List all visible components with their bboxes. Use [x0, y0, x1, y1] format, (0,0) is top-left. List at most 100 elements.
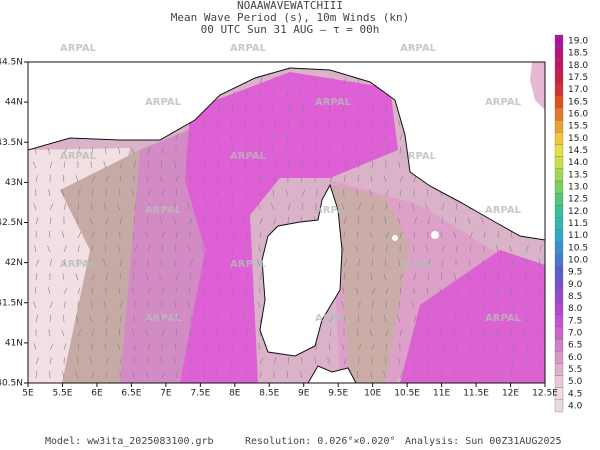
wind-barb	[385, 105, 388, 113]
wind-barb	[397, 315, 401, 323]
wind-barb	[49, 357, 52, 365]
wind-barb	[145, 273, 149, 281]
x-tick-label: 6.5E	[121, 389, 141, 399]
wind-barb	[174, 301, 177, 309]
wind-barb	[216, 175, 219, 183]
wind-barb	[287, 161, 290, 169]
wind-barb	[257, 259, 261, 267]
wind-barb	[467, 217, 471, 225]
wind-barb	[480, 217, 485, 225]
wind-barb	[301, 189, 306, 197]
wind-barb	[161, 147, 164, 155]
wind-barb	[230, 315, 233, 323]
colorbar-cell	[554, 241, 564, 255]
wind-barb	[327, 357, 331, 365]
wind-barb	[469, 245, 472, 253]
island	[392, 235, 398, 241]
watermark: ARPAL	[60, 43, 97, 54]
wind-barb	[33, 343, 37, 351]
wind-barb	[217, 203, 221, 211]
wind-barb	[511, 301, 515, 309]
wind-barb	[189, 315, 193, 323]
wind-barb	[49, 161, 53, 169]
wind-barb	[32, 161, 37, 169]
wind-barb	[201, 245, 205, 253]
wind-barb	[62, 175, 65, 183]
wind-barb	[217, 301, 220, 309]
wind-barb	[118, 287, 121, 295]
wind-barb	[496, 245, 499, 253]
wind-barb	[119, 161, 123, 169]
wind-barb	[385, 245, 388, 253]
wind-barb	[91, 146, 93, 155]
wind-barb	[89, 357, 93, 365]
wind-barb	[244, 301, 247, 309]
map	[28, 62, 545, 383]
wind-barb	[413, 231, 416, 239]
wind-barb	[397, 357, 401, 365]
wind-barb	[63, 147, 68, 155]
wind-barb	[272, 189, 275, 197]
corsica	[259, 183, 343, 357]
wind-barb	[385, 287, 389, 295]
wind-barb	[384, 357, 387, 365]
wind-barb	[483, 329, 486, 337]
wind-barb	[284, 147, 289, 155]
wind-barb	[371, 301, 374, 309]
wind-barb	[158, 273, 163, 281]
wind-barb	[119, 175, 122, 183]
wind-barb	[34, 245, 37, 253]
wind-barb	[342, 287, 345, 295]
colorbar-label: 14.5	[568, 146, 588, 156]
wind-barb	[511, 343, 516, 351]
wind-barb	[215, 329, 219, 337]
watermark: ARPAL	[485, 97, 522, 108]
wind-barb	[341, 203, 345, 211]
colorbar-label: 17.5	[568, 73, 588, 83]
wind-barb	[509, 245, 513, 253]
wind-barb	[301, 105, 304, 113]
wind-barb	[356, 91, 359, 99]
colorbar-cell	[554, 326, 564, 340]
watermark: ARPAL	[145, 97, 182, 108]
wind-barb	[273, 119, 277, 127]
colorbar-label: 8.0	[568, 304, 583, 314]
wind-barb	[399, 231, 403, 239]
wind-barb	[217, 343, 221, 351]
wind-barb	[455, 217, 457, 225]
wind-barb	[118, 147, 121, 155]
wind-barb	[189, 175, 192, 183]
wind-barb	[343, 217, 347, 225]
wind-barb	[314, 161, 317, 169]
wind-barb	[370, 133, 373, 141]
wind-barb	[230, 119, 233, 127]
wind-barb	[383, 371, 387, 379]
wind-barb	[427, 329, 429, 337]
wind-barb	[385, 258, 387, 267]
wind-barb	[62, 273, 65, 281]
watermark: ARPAL	[230, 151, 267, 162]
wind-barb	[341, 343, 345, 351]
wind-barb	[217, 259, 219, 267]
wind-barb	[327, 161, 331, 169]
wind-barb	[538, 357, 541, 365]
wind-barb	[369, 329, 373, 337]
wind-barb	[105, 217, 109, 225]
y-tick-label: 40.5N	[0, 379, 23, 389]
wind-barb	[301, 147, 305, 155]
colorbar-cell	[554, 83, 564, 96]
wind-barb	[63, 287, 68, 295]
colorbar-label: 6.5	[568, 341, 582, 351]
wind-barb	[244, 161, 247, 169]
wind-barb	[49, 259, 53, 267]
wind-barb	[77, 245, 80, 253]
wind-barb	[229, 133, 233, 141]
colorbar-label: 7.5	[568, 316, 582, 326]
wind-barb	[539, 287, 543, 295]
wind-barb	[469, 329, 473, 337]
y-tick-label: 41.5N	[0, 298, 23, 308]
sardinia	[307, 365, 357, 383]
watermark: ARPAL	[485, 313, 522, 324]
wind-barb	[117, 343, 121, 351]
watermark: ARPAL	[485, 205, 522, 216]
